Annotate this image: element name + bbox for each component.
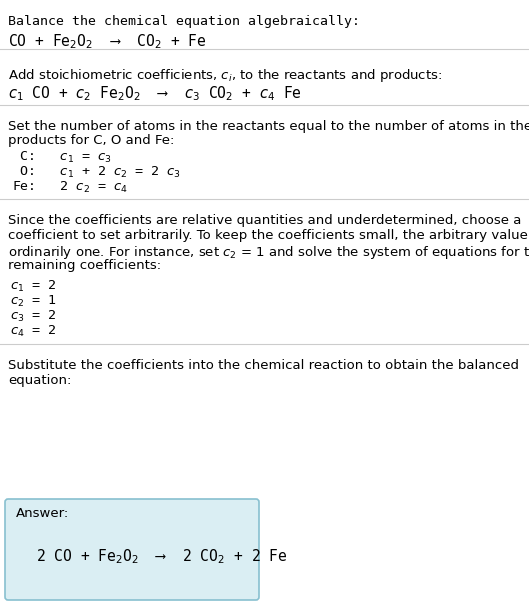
Text: remaining coefficients:: remaining coefficients: bbox=[8, 259, 161, 272]
Text: Substitute the coefficients into the chemical reaction to obtain the balanced: Substitute the coefficients into the che… bbox=[8, 359, 519, 372]
Text: Add stoichiometric coefficients, $c_i$, to the reactants and products:: Add stoichiometric coefficients, $c_i$, … bbox=[8, 67, 442, 84]
Text: Balance the chemical equation algebraically:: Balance the chemical equation algebraica… bbox=[8, 15, 360, 28]
Text: Since the coefficients are relative quantities and underdetermined, choose a: Since the coefficients are relative quan… bbox=[8, 214, 522, 227]
Text: C:   $c_1$ = $c_3$: C: $c_1$ = $c_3$ bbox=[12, 150, 112, 165]
Text: coefficient to set arbitrarily. To keep the coefficients small, the arbitrary va: coefficient to set arbitrarily. To keep … bbox=[8, 229, 529, 242]
Text: Set the number of atoms in the reactants equal to the number of atoms in the: Set the number of atoms in the reactants… bbox=[8, 120, 529, 133]
Text: O:   $c_1$ + 2 $c_2$ = 2 $c_3$: O: $c_1$ + 2 $c_2$ = 2 $c_3$ bbox=[12, 165, 181, 180]
Text: equation:: equation: bbox=[8, 374, 71, 387]
Text: CO + Fe$_2$O$_2$  ⟶  CO$_2$ + Fe: CO + Fe$_2$O$_2$ ⟶ CO$_2$ + Fe bbox=[8, 32, 207, 51]
Text: $c_1$ CO + $c_2$ Fe$_2$O$_2$  ⟶  $c_3$ CO$_2$ + $c_4$ Fe: $c_1$ CO + $c_2$ Fe$_2$O$_2$ ⟶ $c_3$ CO$… bbox=[8, 84, 302, 103]
Text: Answer:: Answer: bbox=[16, 507, 69, 520]
FancyBboxPatch shape bbox=[5, 499, 259, 600]
Text: Fe:   2 $c_2$ = $c_4$: Fe: 2 $c_2$ = $c_4$ bbox=[12, 180, 128, 195]
Text: $c_1$ = 2: $c_1$ = 2 bbox=[10, 279, 57, 294]
Text: ordinarily one. For instance, set $c_2$ = 1 and solve the system of equations fo: ordinarily one. For instance, set $c_2$ … bbox=[8, 244, 529, 261]
Text: $c_3$ = 2: $c_3$ = 2 bbox=[10, 309, 57, 324]
Text: $c_4$ = 2: $c_4$ = 2 bbox=[10, 324, 57, 339]
Text: $c_2$ = 1: $c_2$ = 1 bbox=[10, 294, 57, 309]
Text: 2 CO + Fe$_2$O$_2$  ⟶  2 CO$_2$ + 2 Fe: 2 CO + Fe$_2$O$_2$ ⟶ 2 CO$_2$ + 2 Fe bbox=[36, 547, 287, 566]
Text: products for C, O and Fe:: products for C, O and Fe: bbox=[8, 134, 175, 147]
